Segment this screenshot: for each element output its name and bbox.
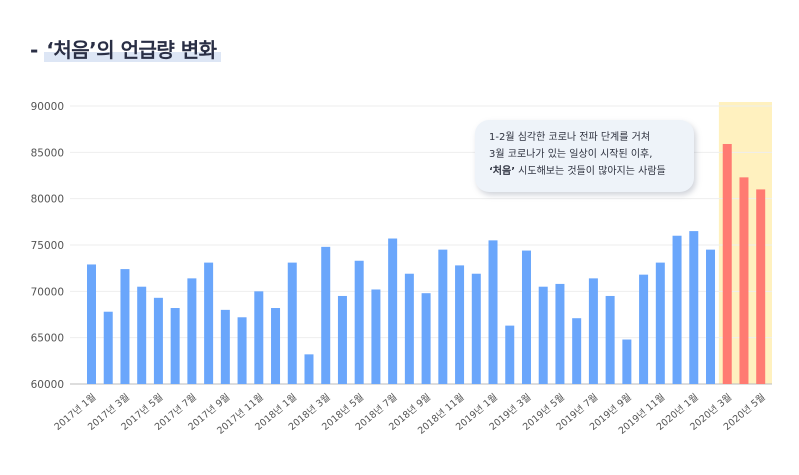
bar: [739, 177, 749, 384]
bar: [337, 295, 347, 384]
bar: [471, 273, 481, 384]
bar: [605, 295, 615, 384]
bar: [639, 274, 649, 384]
bar: [271, 308, 281, 384]
bar: [421, 293, 431, 384]
y-tick-label: 75000: [31, 240, 64, 252]
annotation-line-2: 3월 코로나가 있는 일상이 시작된 이후,: [489, 149, 653, 160]
bar: [187, 278, 197, 384]
page-title: - ‘처음’의 언급량 변화: [30, 34, 221, 63]
bar: [87, 264, 96, 384]
bar: [204, 262, 214, 384]
annotation-keyword: ‘처음’: [489, 166, 515, 177]
title-highlight: ‘처음’의 언급량 변화: [44, 38, 221, 62]
bar: [153, 297, 163, 384]
y-tick-label: 90000: [31, 101, 64, 113]
bar: [287, 262, 297, 384]
bar: [137, 286, 147, 384]
bar: [371, 289, 381, 384]
y-tick-label: 65000: [31, 333, 64, 345]
bar: [254, 291, 264, 384]
bar: [588, 278, 598, 384]
annotation-line-3: ‘처음’ 시도해보는 것들이 많아지는 사람들: [489, 163, 694, 180]
bar: [103, 311, 113, 384]
title-prefix: -: [30, 38, 45, 62]
bar: [622, 339, 632, 384]
bar: [722, 143, 732, 384]
annotation-box: 1-2월 심각한 코로나 전파 단계를 거쳐 3월 코로나가 있는 일상이 시작…: [475, 120, 694, 192]
y-tick-label: 60000: [31, 379, 64, 391]
bar: [237, 317, 247, 384]
annotation-line-1: 1-2월 심각한 코로나 전파 단계를 거쳐: [489, 132, 651, 143]
y-tick-label: 80000: [31, 194, 64, 206]
bar: [521, 250, 531, 384]
bar: [488, 240, 498, 384]
bar: [555, 283, 565, 384]
y-tick-label: 85000: [31, 147, 64, 159]
bar: [655, 262, 665, 384]
bar: [538, 286, 548, 384]
bar: [672, 235, 682, 384]
bar: [220, 309, 230, 384]
bar: [706, 249, 716, 384]
bar: [756, 189, 766, 384]
annotation-line-3-rest: 시도해보는 것들이 많아지는 사람들: [515, 166, 666, 177]
bar: [455, 265, 465, 384]
bar: [304, 354, 314, 384]
bar: [404, 273, 414, 384]
bar: [321, 246, 331, 384]
bar: [120, 269, 130, 384]
bar: [505, 325, 515, 384]
y-tick-label: 70000: [31, 286, 64, 298]
bar: [572, 318, 582, 384]
bar: [689, 231, 699, 384]
bar: [388, 238, 398, 384]
bar: [438, 249, 448, 384]
bar: [170, 308, 180, 384]
bar: [354, 260, 364, 384]
